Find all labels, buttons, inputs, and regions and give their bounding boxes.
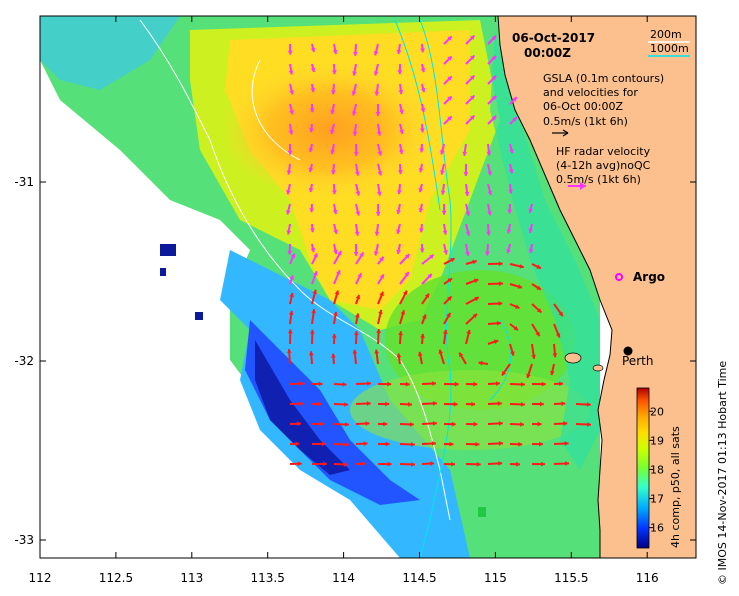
gsla-legend-line1: GSLA (0.1m contours) (543, 72, 664, 85)
colorbar-gradient (637, 388, 649, 548)
colorbar-tick-label: 16 (650, 522, 664, 535)
hf-legend-scale: 0.5m/s (1kt 6h) (556, 173, 641, 186)
x-tick-label: 114.5 (402, 571, 436, 585)
colorbar-tick-label: 17 (650, 493, 664, 506)
isobath-200m-label: 200m (650, 28, 682, 41)
x-tick-label: 115.5 (554, 571, 588, 585)
colorbar-tick-label: 18 (650, 463, 664, 476)
argo-label: Argo (633, 270, 665, 284)
hf-legend-line2: (4-12h avg)noQC (556, 159, 651, 172)
x-tick-label: 112 (29, 571, 52, 585)
hf-legend-line1: HF radar velocity (556, 145, 651, 158)
y-tick-label: -33 (14, 533, 34, 547)
x-tick-label: 114 (332, 571, 355, 585)
x-tick-label: 113 (180, 571, 203, 585)
x-tick-label: 112.5 (99, 571, 133, 585)
x-tick-label: 116 (636, 571, 659, 585)
isobath-1000m-label: 1000m (650, 42, 689, 55)
side-caption: © IMOS 14-Nov-2017 01:13 Hobart Time (716, 361, 729, 585)
x-tick-label: 115 (484, 571, 507, 585)
map-date: 06-Oct-2017 (512, 31, 595, 45)
colorbar-tick-label: 19 (650, 434, 664, 447)
perth-label: Perth (622, 354, 653, 368)
y-tick-label: -32 (14, 354, 34, 368)
gsla-legend-scale: 0.5m/s (1kt 6h) (543, 115, 628, 128)
gsla-legend-line2: and velocities for (543, 86, 638, 99)
y-tick-label: -31 (14, 175, 34, 189)
gsla-legend-line3: 06-Oct 00:00Z (543, 100, 623, 113)
x-tick-label: 113.5 (251, 571, 285, 585)
hf-radar-legend: HF radar velocity (4-12h avg)noQC 0.5m/s… (556, 145, 651, 190)
colorbar-label: 4h comp, p50, all sats (669, 426, 682, 548)
colorbar-tick-label: 20 (650, 405, 664, 418)
map-time: 00:00Z (524, 46, 571, 60)
